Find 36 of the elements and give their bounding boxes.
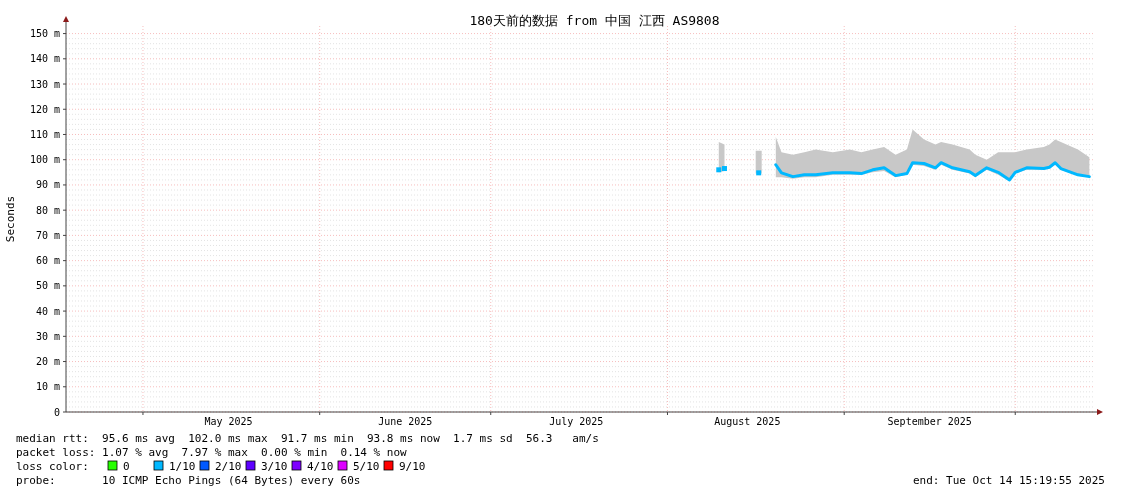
line-series [774,161,1091,182]
chart-title: 180天前的数据 from 中国 江西 AS9808 [469,13,720,28]
text: 5/10 [353,460,380,473]
y-tick-label: 150 m [29,28,60,40]
y-tick-label: 50 m [35,280,60,292]
x-tick-label: July 2025 [549,416,604,427]
text: 2/10 [215,460,242,473]
text: 9/10 [399,460,426,473]
y-tick-label: 30 m [35,330,60,342]
text: end: Tue Oct 14 15:19:55 2025 [912,474,1105,487]
text: probe: 10 ICMP Echo Pings (64 Bytes) every 60s [16,474,361,487]
text: median rtt: 95.6 ms avg 102.0 ms max 91.7 ms min 93.8 ms now 1.7 ms sd 56.3 am/s [16,432,599,445]
y-tick-label: 120 m [29,103,60,115]
text: 0 [123,460,130,473]
y-tick-label: 80 m [35,204,60,216]
x-tick-label: August 2025 [714,416,781,427]
text: 4/10 [307,460,334,473]
y-tick-label: 60 m [35,255,60,267]
x-tick-label: September 2025 [887,416,972,427]
y-tick-label: 20 m [35,356,60,368]
y-tick-label: 40 m [35,305,60,317]
y-tick-label: 110 m [29,128,60,140]
text: packet loss: 1.07 % avg 7.97 % max 0.00 % min 0.14 % now [16,446,408,459]
text: 1/10 [169,460,196,473]
y-tick-label: 100 m [29,154,60,166]
text: loss color: [16,460,89,473]
y-axis-title: Seconds [4,195,17,243]
y-tick-label: 0 [53,406,60,418]
y-tick-label: 140 m [29,53,60,65]
x-tick-label: May 2025 [204,416,253,427]
y-tick-label: 10 m [35,381,60,393]
x-tick-label: June 2025 [378,416,433,427]
y-tick-label: 70 m [35,229,60,241]
y-tick-label: 130 m [29,78,60,90]
text: 3/10 [261,460,288,473]
y-tick-label: 90 m [35,179,60,191]
